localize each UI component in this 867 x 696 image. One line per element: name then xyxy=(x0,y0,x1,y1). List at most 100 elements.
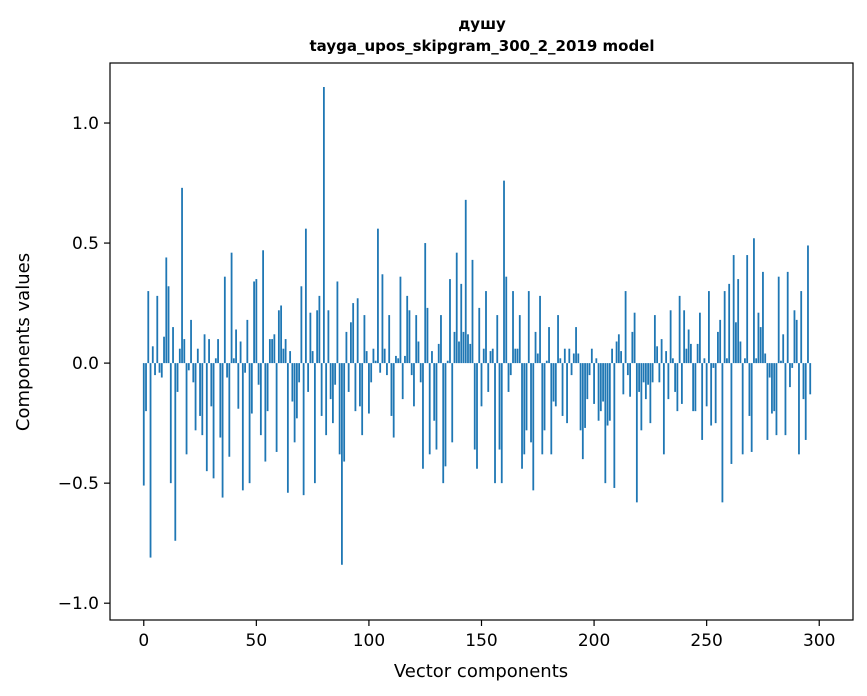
bar-49 xyxy=(253,281,255,364)
bar-120 xyxy=(413,363,415,407)
bar-15 xyxy=(176,363,179,392)
bar-28 xyxy=(205,363,208,472)
bar-97 xyxy=(361,363,364,436)
bar-40 xyxy=(232,358,235,364)
bar-0 xyxy=(142,363,145,486)
bar-188 xyxy=(566,363,568,424)
bar-104 xyxy=(377,228,379,364)
bar-85 xyxy=(334,363,337,385)
bar-68 xyxy=(295,363,298,419)
bar-144 xyxy=(467,334,469,364)
bar-29 xyxy=(208,339,210,364)
bar-286 xyxy=(786,271,789,364)
bar-103 xyxy=(374,360,377,364)
bar-24 xyxy=(196,348,199,364)
bar-125 xyxy=(424,243,427,364)
bar-161 xyxy=(505,276,508,364)
bar-247 xyxy=(699,312,701,364)
bar-147 xyxy=(473,363,476,450)
bar-233 xyxy=(667,363,670,400)
bar-53 xyxy=(262,250,264,364)
bar-12 xyxy=(169,363,172,484)
bar-130 xyxy=(435,363,438,450)
bar-26 xyxy=(201,363,204,436)
bar-80 xyxy=(322,87,325,364)
bar-192 xyxy=(575,327,577,364)
bar-25 xyxy=(199,363,201,416)
bar-94 xyxy=(354,363,357,412)
bar-174 xyxy=(534,331,537,364)
bar-89 xyxy=(343,363,346,462)
bar-86 xyxy=(336,281,339,364)
y-axis: −1.0 −0.5 0.0 0.5 1.0 xyxy=(58,114,110,614)
bar-119 xyxy=(410,363,413,376)
bar-13 xyxy=(172,327,174,364)
chart-title: душу xyxy=(458,15,506,33)
bar-231 xyxy=(662,363,665,455)
bar-42 xyxy=(237,363,240,409)
bar-251 xyxy=(708,291,710,364)
bar-3 xyxy=(149,363,152,558)
x-tick-label: 250 xyxy=(690,631,722,651)
bar-151 xyxy=(482,348,485,364)
bar-208 xyxy=(611,348,613,364)
x-axis: 0 50 100 150 200 250 300 xyxy=(138,620,835,651)
y-tick-label: 0.0 xyxy=(72,354,99,374)
bar-295 xyxy=(807,245,809,364)
bar-284 xyxy=(782,334,785,364)
bar-63 xyxy=(284,339,287,364)
bar-224 xyxy=(647,363,650,385)
bar-263 xyxy=(735,322,737,364)
bar-4 xyxy=(151,346,154,364)
x-tick-label: 150 xyxy=(465,631,497,651)
bar-270 xyxy=(750,363,753,452)
bar-275 xyxy=(762,271,764,364)
bar-183 xyxy=(554,363,557,407)
bar-105 xyxy=(379,363,382,373)
bar-240 xyxy=(683,310,686,364)
bar-165 xyxy=(514,348,517,364)
y-axis-label: Components values xyxy=(13,253,34,431)
bar-238 xyxy=(678,295,681,364)
bar-171 xyxy=(527,291,530,364)
bar-212 xyxy=(620,351,622,364)
bar-121 xyxy=(415,315,418,364)
bar-69 xyxy=(298,363,301,383)
bar-23 xyxy=(194,363,197,431)
bar-140 xyxy=(458,341,460,364)
bar-129 xyxy=(433,363,436,421)
bar-137 xyxy=(451,363,454,443)
bar-218 xyxy=(633,312,636,364)
bar-102 xyxy=(372,348,375,364)
bar-272 xyxy=(755,358,758,364)
bar-6 xyxy=(156,295,159,364)
bar-157 xyxy=(496,315,499,364)
bar-148 xyxy=(476,363,478,469)
bar-205 xyxy=(604,363,607,484)
bar-200 xyxy=(593,363,595,404)
bar-278 xyxy=(768,363,771,378)
bar-84 xyxy=(332,363,334,424)
bar-280 xyxy=(773,363,776,412)
bar-59 xyxy=(275,363,278,452)
bar-258 xyxy=(723,291,726,364)
bar-213 xyxy=(622,363,625,395)
bar-277 xyxy=(766,363,769,440)
bar-292 xyxy=(800,291,803,364)
bar-160 xyxy=(503,180,505,364)
bar-260 xyxy=(728,283,731,364)
bar-193 xyxy=(577,353,580,364)
x-tick-label: 0 xyxy=(138,631,149,651)
bar-168 xyxy=(521,363,523,469)
bar-207 xyxy=(608,363,611,421)
chart-subtitle: tayga_upos_skipgram_300_2_2019 model xyxy=(310,37,655,55)
bar-110 xyxy=(390,363,393,416)
bar-70 xyxy=(300,286,303,364)
bar-30 xyxy=(210,363,213,407)
bar-282 xyxy=(777,276,780,364)
bar-1 xyxy=(145,363,147,412)
bar-116 xyxy=(404,355,406,364)
bar-226 xyxy=(651,363,654,383)
bar-222 xyxy=(642,363,645,383)
x-tick-label: 100 xyxy=(353,631,385,651)
